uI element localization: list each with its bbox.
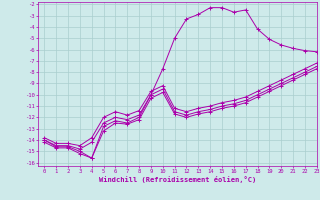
X-axis label: Windchill (Refroidissement éolien,°C): Windchill (Refroidissement éolien,°C) [99, 176, 256, 183]
